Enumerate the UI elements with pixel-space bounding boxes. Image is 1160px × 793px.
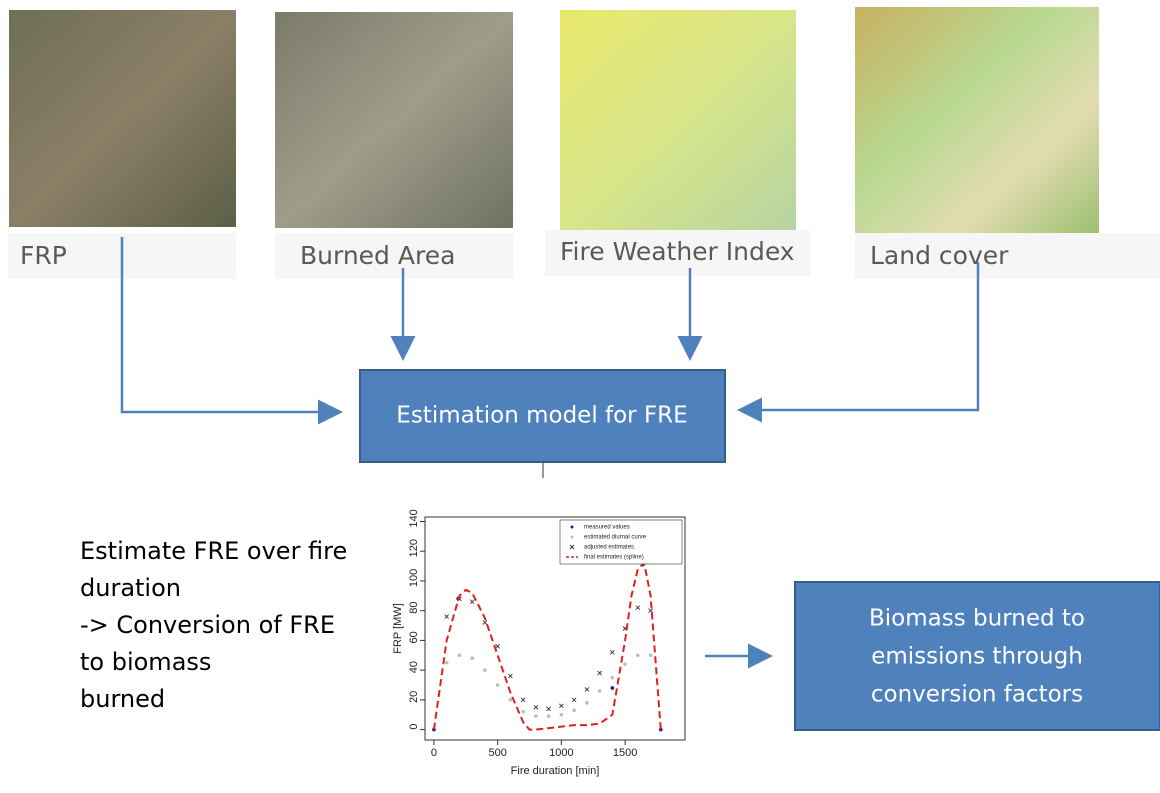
x-tick-label: 0 [431, 747, 437, 759]
y-tick-label: 0 [408, 724, 420, 730]
legend-label: adjusted estimates [584, 545, 634, 551]
model-box-label: Estimation model for FRE [396, 403, 687, 429]
point [585, 701, 589, 705]
x-axis-label: Fire duration [min] [511, 765, 600, 777]
point [547, 714, 551, 718]
y-tick-label: 80 [408, 602, 420, 614]
description-line: Estimate FRE over fire [80, 537, 347, 565]
point [598, 689, 602, 693]
y-tick-label: 140 [408, 509, 420, 527]
page: {"inputs":[{"label":"FRP"},{"label":"Bur… [0, 0, 1160, 793]
point [649, 653, 653, 657]
point [611, 686, 615, 690]
point [534, 714, 538, 718]
description-line: burned [80, 685, 165, 713]
input-label: Fire Weather Index [560, 237, 795, 266]
point [496, 683, 500, 687]
input-label: Burned Area [300, 241, 455, 270]
y-tick-label: 20 [408, 691, 420, 703]
y-tick-label: 100 [408, 569, 420, 587]
legend-label: final estimates (spline) [584, 555, 644, 561]
legend-label: measured values [584, 525, 630, 531]
legend-label: estimated diurnal curve [584, 535, 647, 541]
point [521, 710, 525, 714]
point [611, 676, 615, 680]
point [458, 653, 462, 657]
point [445, 661, 449, 665]
y-tick-label: 60 [408, 631, 420, 643]
diagram: FRP Burned Area Fire Weather Index Land … [0, 0, 1160, 793]
arrow [742, 262, 978, 410]
description-line: to biomass [80, 648, 211, 676]
land-cover-map [855, 7, 1099, 234]
x-tick-label: 1000 [549, 747, 573, 759]
output-box-line: conversion factors [871, 682, 1083, 708]
point [470, 656, 474, 660]
x-tick-label: 500 [488, 747, 506, 759]
description-line: -> Conversion of FRE [80, 611, 335, 639]
point [509, 698, 513, 702]
point [636, 653, 640, 657]
output-box-line: Biomass burned to [869, 606, 1085, 632]
output-box-line: emissions through [871, 644, 1083, 670]
y-tick-label: 120 [408, 539, 420, 557]
input-label: Land cover [870, 241, 1009, 270]
y-tick-label: 40 [408, 661, 420, 673]
point [623, 662, 627, 666]
input-label: FRP [20, 241, 67, 270]
frp-map [9, 10, 236, 227]
fwi-map [560, 10, 796, 232]
legend-key [571, 536, 574, 539]
burned-area-map [275, 12, 513, 228]
legend-key [571, 526, 574, 529]
input-images [9, 7, 1099, 234]
x-tick-label: 1500 [613, 747, 637, 759]
point [483, 668, 487, 672]
y-axis-label: FRP [MW] [392, 603, 404, 654]
description-line: duration [80, 574, 181, 602]
point [572, 708, 576, 712]
point [560, 713, 564, 717]
